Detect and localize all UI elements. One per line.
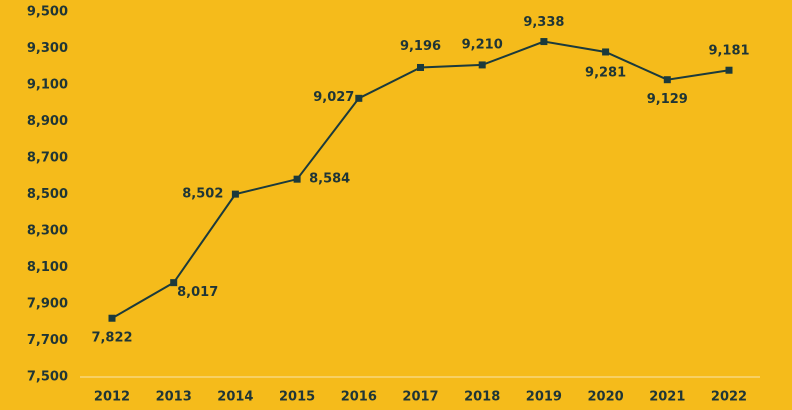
y-tick-label: 8,300 [27,224,68,239]
x-tick-label: 2018 [464,390,500,405]
data-label: 9,027 [313,90,354,105]
marker [170,279,178,287]
data-label: 8,017 [177,285,218,300]
y-tick-label: 8,500 [27,187,68,202]
y-tick-label: 7,900 [27,297,68,312]
marker [540,38,548,46]
marker [478,61,486,69]
marker [663,76,671,84]
data-label: 9,338 [523,15,564,30]
data-label: 9,129 [647,92,688,107]
marker [293,175,301,183]
y-tick-label: 9,300 [27,41,68,56]
x-tick-label: 2014 [217,390,253,405]
x-tick-label: 2021 [649,390,685,405]
x-tick-label: 2013 [156,390,192,405]
marker [231,190,239,198]
y-tick-label: 8,100 [27,260,68,275]
data-label: 9,196 [400,39,441,54]
y-tick-label: 8,900 [27,114,68,129]
x-tick-label: 2020 [588,390,624,405]
y-tick-label: 9,500 [27,5,68,20]
data-label: 7,822 [91,331,132,346]
y-tick-label: 7,700 [27,333,68,348]
y-tick-label: 9,100 [27,78,68,93]
marker [417,63,424,71]
marker [355,94,363,102]
data-label: 9,281 [585,65,626,80]
x-tick-label: 2015 [279,390,315,405]
marker [725,66,733,74]
marker [602,48,610,56]
x-tick-label: 2016 [341,390,377,405]
marker [108,314,116,322]
x-tick-label: 2022 [711,390,747,405]
x-tick-label: 2017 [402,390,438,405]
data-label: 8,584 [309,172,350,187]
x-tick-label: 2012 [94,390,130,405]
x-tick-label: 2019 [526,390,562,405]
data-label: 9,181 [708,44,749,59]
y-tick-label: 7,500 [27,370,68,385]
data-label: 9,210 [462,37,503,52]
y-tick-label: 8,700 [27,151,68,166]
data-label: 8,502 [182,187,223,202]
